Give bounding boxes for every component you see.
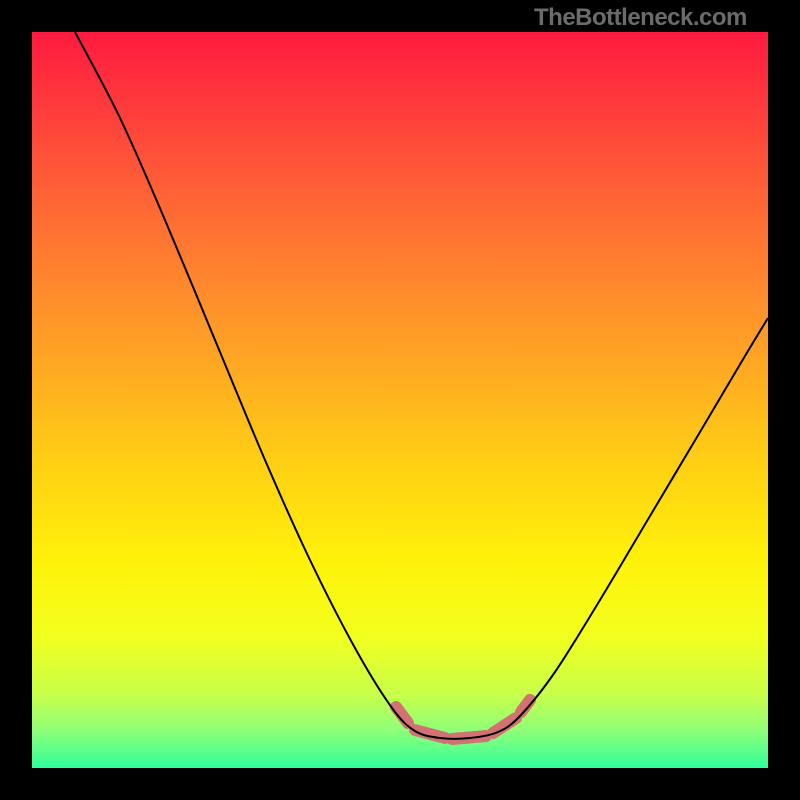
watermark-text: TheBottleneck.com (534, 4, 747, 32)
watermark-label: TheBottleneck.com (534, 4, 747, 31)
chart-svg (0, 0, 800, 800)
gradient-backdrop (32, 32, 768, 768)
